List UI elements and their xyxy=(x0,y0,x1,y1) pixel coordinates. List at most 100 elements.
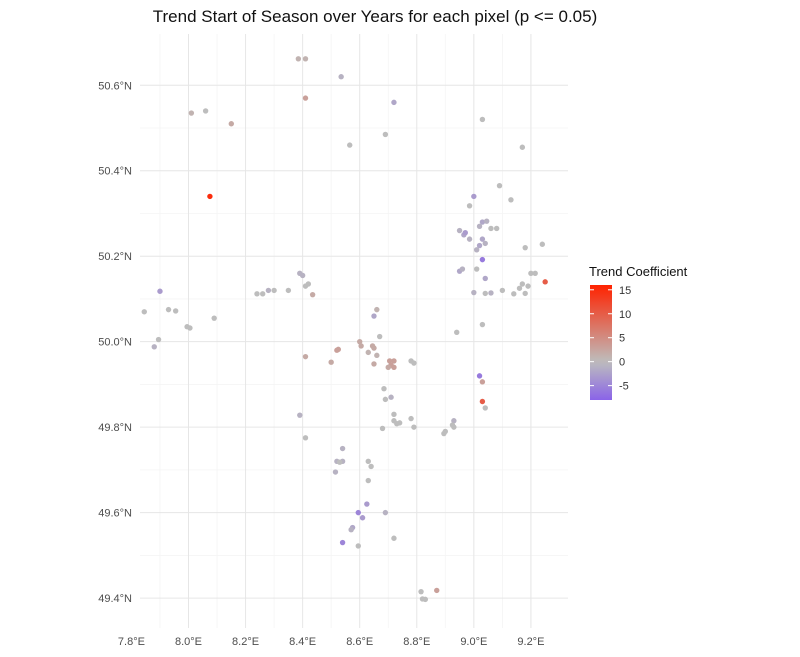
data-point xyxy=(157,288,163,294)
data-point xyxy=(408,415,414,422)
legend-title: Trend Coefficient xyxy=(589,264,688,279)
data-point xyxy=(479,379,486,385)
x-tick-label: 9.0°E xyxy=(460,636,487,648)
data-point xyxy=(493,225,500,232)
data-point xyxy=(391,99,397,106)
data-point xyxy=(522,244,528,251)
data-point xyxy=(271,287,277,294)
colorbar-tick-label: 10 xyxy=(619,309,631,321)
data-point xyxy=(211,315,217,321)
data-point xyxy=(476,223,483,230)
data-points xyxy=(141,56,548,603)
data-point xyxy=(382,509,389,516)
data-point xyxy=(259,291,266,297)
data-point xyxy=(302,353,309,360)
data-point xyxy=(441,430,447,437)
data-point xyxy=(479,116,486,123)
x-tick-label: 8.4°E xyxy=(289,636,316,648)
data-point xyxy=(141,309,147,315)
data-point xyxy=(348,527,354,533)
data-point xyxy=(364,501,370,507)
x-tick-label: 8.2°E xyxy=(232,636,259,648)
data-point xyxy=(374,306,380,313)
data-point xyxy=(202,108,209,114)
axis-ticks: 7.8°E 8.0°E 8.2°E 8.4°E 8.6°E 8.8°E 9.0°E 9.2°E… xyxy=(98,80,544,648)
data-point xyxy=(374,352,380,359)
data-point xyxy=(265,287,272,294)
data-point xyxy=(454,329,460,335)
data-point xyxy=(511,291,517,297)
data-point xyxy=(482,275,488,282)
data-point xyxy=(451,424,457,430)
data-point xyxy=(471,289,477,296)
y-tick-label: 50.6°N xyxy=(98,80,132,92)
data-point xyxy=(172,308,179,314)
y-tick-label: 49.8°N xyxy=(98,422,132,434)
data-point xyxy=(451,418,457,424)
data-point xyxy=(355,543,361,549)
x-tick-label: 8.8°E xyxy=(403,636,430,648)
data-point xyxy=(466,203,473,209)
data-point xyxy=(337,459,343,465)
data-point xyxy=(297,412,303,418)
data-point xyxy=(371,313,377,319)
data-point xyxy=(155,336,162,343)
data-point xyxy=(532,270,538,277)
y-tick-label: 50.4°N xyxy=(98,166,132,178)
data-point xyxy=(285,287,292,294)
data-point xyxy=(347,142,353,148)
data-point xyxy=(358,343,364,349)
colorbar-tick-label: 0 xyxy=(619,357,625,369)
data-point xyxy=(473,247,480,253)
data-point xyxy=(359,515,366,521)
x-tick-label: 8.6°E xyxy=(346,636,373,648)
data-point xyxy=(388,394,394,400)
y-tick-label: 50.2°N xyxy=(98,251,132,263)
data-point xyxy=(488,225,494,232)
data-point xyxy=(357,338,363,345)
y-tick-label: 50.0°N xyxy=(98,337,132,349)
data-point xyxy=(386,358,393,364)
data-point xyxy=(471,193,477,200)
data-point xyxy=(473,266,480,272)
data-point xyxy=(328,359,334,365)
x-tick-label: 8.0°E xyxy=(175,636,202,648)
y-tick-label: 49.4°N xyxy=(98,593,132,605)
x-tick-label: 9.2°E xyxy=(517,636,544,648)
data-point xyxy=(391,364,397,371)
data-point xyxy=(334,347,340,353)
data-point xyxy=(522,290,528,297)
data-point xyxy=(355,509,361,516)
data-point xyxy=(516,285,523,291)
data-point xyxy=(482,290,488,297)
data-point xyxy=(396,420,403,426)
data-point xyxy=(338,74,344,80)
colorbar-ticks: 15 10 5 0 -5 xyxy=(590,285,631,393)
data-point xyxy=(382,396,389,403)
data-point xyxy=(519,144,526,150)
data-point xyxy=(528,270,534,277)
data-point xyxy=(302,56,309,62)
data-point xyxy=(381,385,387,392)
data-point xyxy=(434,587,440,594)
y-tick-label: 49.6°N xyxy=(98,508,132,520)
data-point xyxy=(479,219,486,225)
data-point xyxy=(365,458,371,465)
data-point xyxy=(371,361,377,367)
data-point xyxy=(302,283,309,289)
data-point xyxy=(525,283,531,289)
data-point xyxy=(479,256,486,263)
colorbar xyxy=(590,285,612,400)
data-point xyxy=(302,435,309,441)
data-point xyxy=(254,291,260,297)
data-point xyxy=(482,240,488,247)
data-point xyxy=(295,56,302,62)
data-point xyxy=(508,197,514,203)
data-point xyxy=(379,425,386,432)
chart-title: Trend Start of Season over Years for eac… xyxy=(153,7,597,26)
data-point xyxy=(499,287,506,294)
data-point xyxy=(456,227,463,234)
data-point xyxy=(539,241,546,247)
data-point xyxy=(309,291,316,298)
